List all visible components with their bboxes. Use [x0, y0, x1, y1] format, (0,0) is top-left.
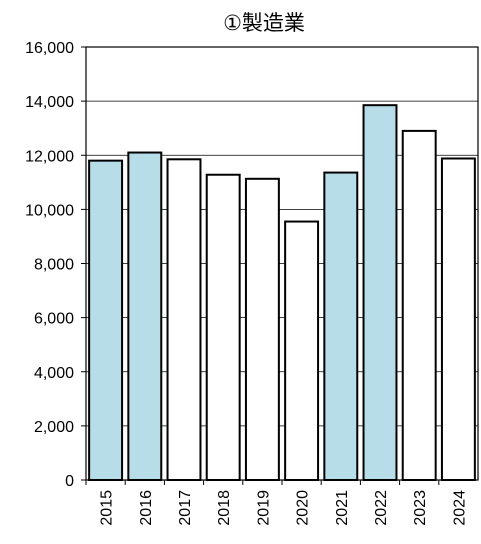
y-tick-label: 0 [65, 473, 74, 490]
bars [88, 104, 476, 482]
chart-title: ①製造業 [223, 11, 305, 35]
bar-2024 [440, 157, 476, 481]
y-tick-label: 6,000 [34, 311, 74, 328]
bar-2017 [166, 158, 202, 481]
y-tick-label: 4,000 [34, 365, 74, 382]
y-tick-label: 12,000 [25, 148, 74, 165]
x-tick-label: 2017 [177, 490, 194, 526]
y-tick-label: 8,000 [34, 257, 74, 274]
y-tick-label: 2,000 [34, 419, 74, 436]
bar-2019 [244, 177, 280, 481]
bar-2015 [88, 159, 124, 481]
x-tick-label: 2018 [216, 490, 233, 526]
x-tick-label: 2022 [373, 490, 390, 526]
x-tick-label: 2015 [99, 490, 116, 526]
y-tick-label: 16,000 [25, 40, 74, 57]
plot-frame [85, 46, 479, 481]
x-tick-label: 2020 [295, 490, 312, 526]
bar-2020 [284, 220, 320, 481]
y-tick-label: 10,000 [25, 202, 74, 219]
bar-2016 [127, 151, 163, 481]
bar-2018 [205, 173, 241, 482]
x-tick-label: 2023 [412, 490, 429, 526]
x-tick-label: 2016 [138, 490, 155, 526]
y-tick-label: 14,000 [25, 94, 74, 111]
bar-2023 [401, 129, 437, 482]
bar-2021 [323, 171, 359, 481]
y-axis-ticks: 0 2,000 4,000 6,000 8,000 10,000 12,000 14,000 1… [25, 40, 86, 490]
x-axis-ticks: 2015 2016 2017 2018 2019 2020 2021 2022 2023 2024 [85, 480, 468, 526]
x-tick-label: 2021 [334, 490, 351, 526]
bar-2022 [362, 104, 398, 481]
x-tick-label: 2019 [255, 490, 272, 526]
x-tick-label: 2024 [451, 490, 468, 526]
